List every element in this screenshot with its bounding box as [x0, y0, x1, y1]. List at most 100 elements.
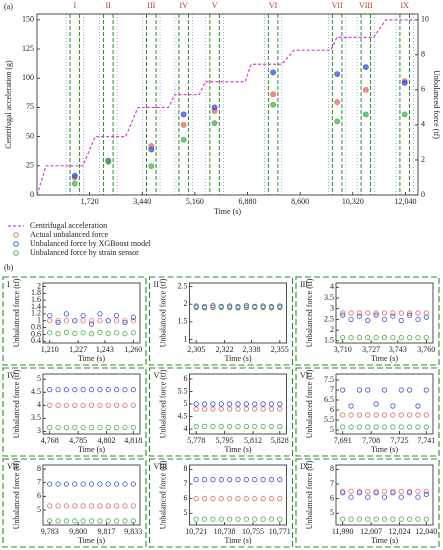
y-tick-label: 7	[330, 385, 334, 394]
y-axis-title: Unbalanced force (tf)	[12, 460, 21, 529]
force-point	[390, 424, 396, 430]
force-point	[398, 494, 404, 500]
force-point	[47, 387, 53, 393]
force-point	[80, 318, 86, 324]
y-axis-title: Unbalanced force (tf)	[305, 278, 314, 347]
force-point	[55, 402, 61, 408]
force-point	[122, 319, 128, 326]
force-point	[334, 99, 341, 106]
panel-frame	[295, 276, 440, 366]
y-tick-label: 2.5	[178, 281, 188, 290]
force-point	[365, 494, 371, 500]
force-point	[277, 496, 283, 502]
x-tick-label: 1,260	[124, 345, 142, 354]
force-point	[252, 516, 258, 522]
force-point	[63, 318, 70, 324]
y-axis-title: Unbalanced force (tf)	[305, 460, 314, 529]
force-point	[72, 518, 78, 524]
force-point	[270, 91, 277, 98]
x-axis-title: Time (s)	[371, 354, 398, 363]
legend-label: Unbalanced force by XGBoost model	[30, 239, 152, 248]
force-point	[365, 387, 371, 393]
x-tick-label: 7,691	[334, 436, 352, 445]
force-point	[63, 518, 70, 524]
x-tick-label: 4,768	[41, 436, 59, 445]
force-point	[334, 71, 341, 77]
force-point	[55, 424, 61, 431]
force-point	[277, 477, 283, 483]
force-point	[235, 496, 241, 502]
force-point	[180, 111, 187, 118]
force-point	[268, 401, 275, 407]
force-point	[381, 424, 388, 430]
force-point	[415, 335, 421, 341]
force-point	[193, 477, 199, 483]
force-point	[210, 305, 216, 311]
force-point	[113, 424, 120, 431]
y-tick-label: 1.2	[31, 309, 41, 318]
force-point	[365, 335, 371, 341]
force-point	[218, 401, 224, 407]
force-point	[211, 104, 218, 111]
force-point	[381, 488, 388, 494]
force-point	[180, 136, 187, 143]
force-point	[113, 402, 120, 408]
x-axis-title: Time (s)	[78, 354, 105, 363]
x-tick-label: 10,320	[342, 197, 364, 206]
force-point	[210, 516, 216, 522]
force-point	[148, 146, 155, 153]
force-point	[193, 406, 199, 412]
y-tick-label: 5	[184, 399, 188, 408]
force-point	[340, 335, 346, 341]
x-tick-label: 3,743	[389, 345, 407, 354]
y-tick-label: 5	[37, 374, 41, 383]
force-point	[415, 424, 421, 430]
force-point	[423, 387, 429, 393]
panel-numeral: VII	[7, 462, 18, 471]
force-point	[373, 424, 379, 430]
y-tick-label: 0.8	[31, 322, 41, 331]
force-point	[218, 406, 224, 412]
force-point	[362, 64, 369, 70]
force-point	[277, 303, 283, 309]
x-tick-label: 2,305	[187, 345, 205, 354]
y-tick-label: 100	[22, 73, 34, 82]
force-point	[356, 412, 363, 418]
force-point	[88, 387, 95, 393]
force-point	[148, 163, 155, 169]
x-tick-label: 3,440	[133, 197, 151, 206]
x-axis-title: Time (s)	[78, 445, 105, 454]
y-tick-label: 5.5	[324, 415, 334, 424]
panel-numeral: IV	[7, 371, 16, 380]
force-point	[47, 402, 53, 408]
force-point	[105, 481, 111, 487]
x-axis-title: Time (s)	[224, 536, 251, 545]
force-point	[227, 516, 233, 522]
force-point	[252, 477, 258, 483]
force-point	[88, 424, 95, 431]
force-point	[47, 312, 53, 319]
force-point	[193, 516, 199, 522]
y-tick-label: 1	[37, 316, 41, 325]
force-point	[201, 423, 208, 430]
force-point	[47, 503, 53, 509]
force-point	[406, 335, 413, 341]
force-point	[415, 488, 421, 494]
force-point	[381, 310, 388, 316]
force-point	[105, 503, 111, 509]
force-point	[406, 387, 413, 393]
x-tick-label: 7,708	[362, 436, 380, 445]
force-point	[260, 401, 266, 407]
force-point	[71, 172, 78, 179]
force-point	[348, 316, 354, 323]
force-point	[227, 423, 233, 430]
force-point	[373, 401, 379, 407]
force-point	[218, 516, 224, 522]
force-point	[72, 387, 78, 393]
x-tick-label: 4,785	[69, 436, 87, 445]
force-point	[398, 488, 404, 494]
x-tick-label: 12,024	[389, 527, 411, 536]
panel-label: (b)	[4, 263, 14, 272]
force-point	[105, 518, 111, 524]
force-point	[193, 401, 199, 407]
